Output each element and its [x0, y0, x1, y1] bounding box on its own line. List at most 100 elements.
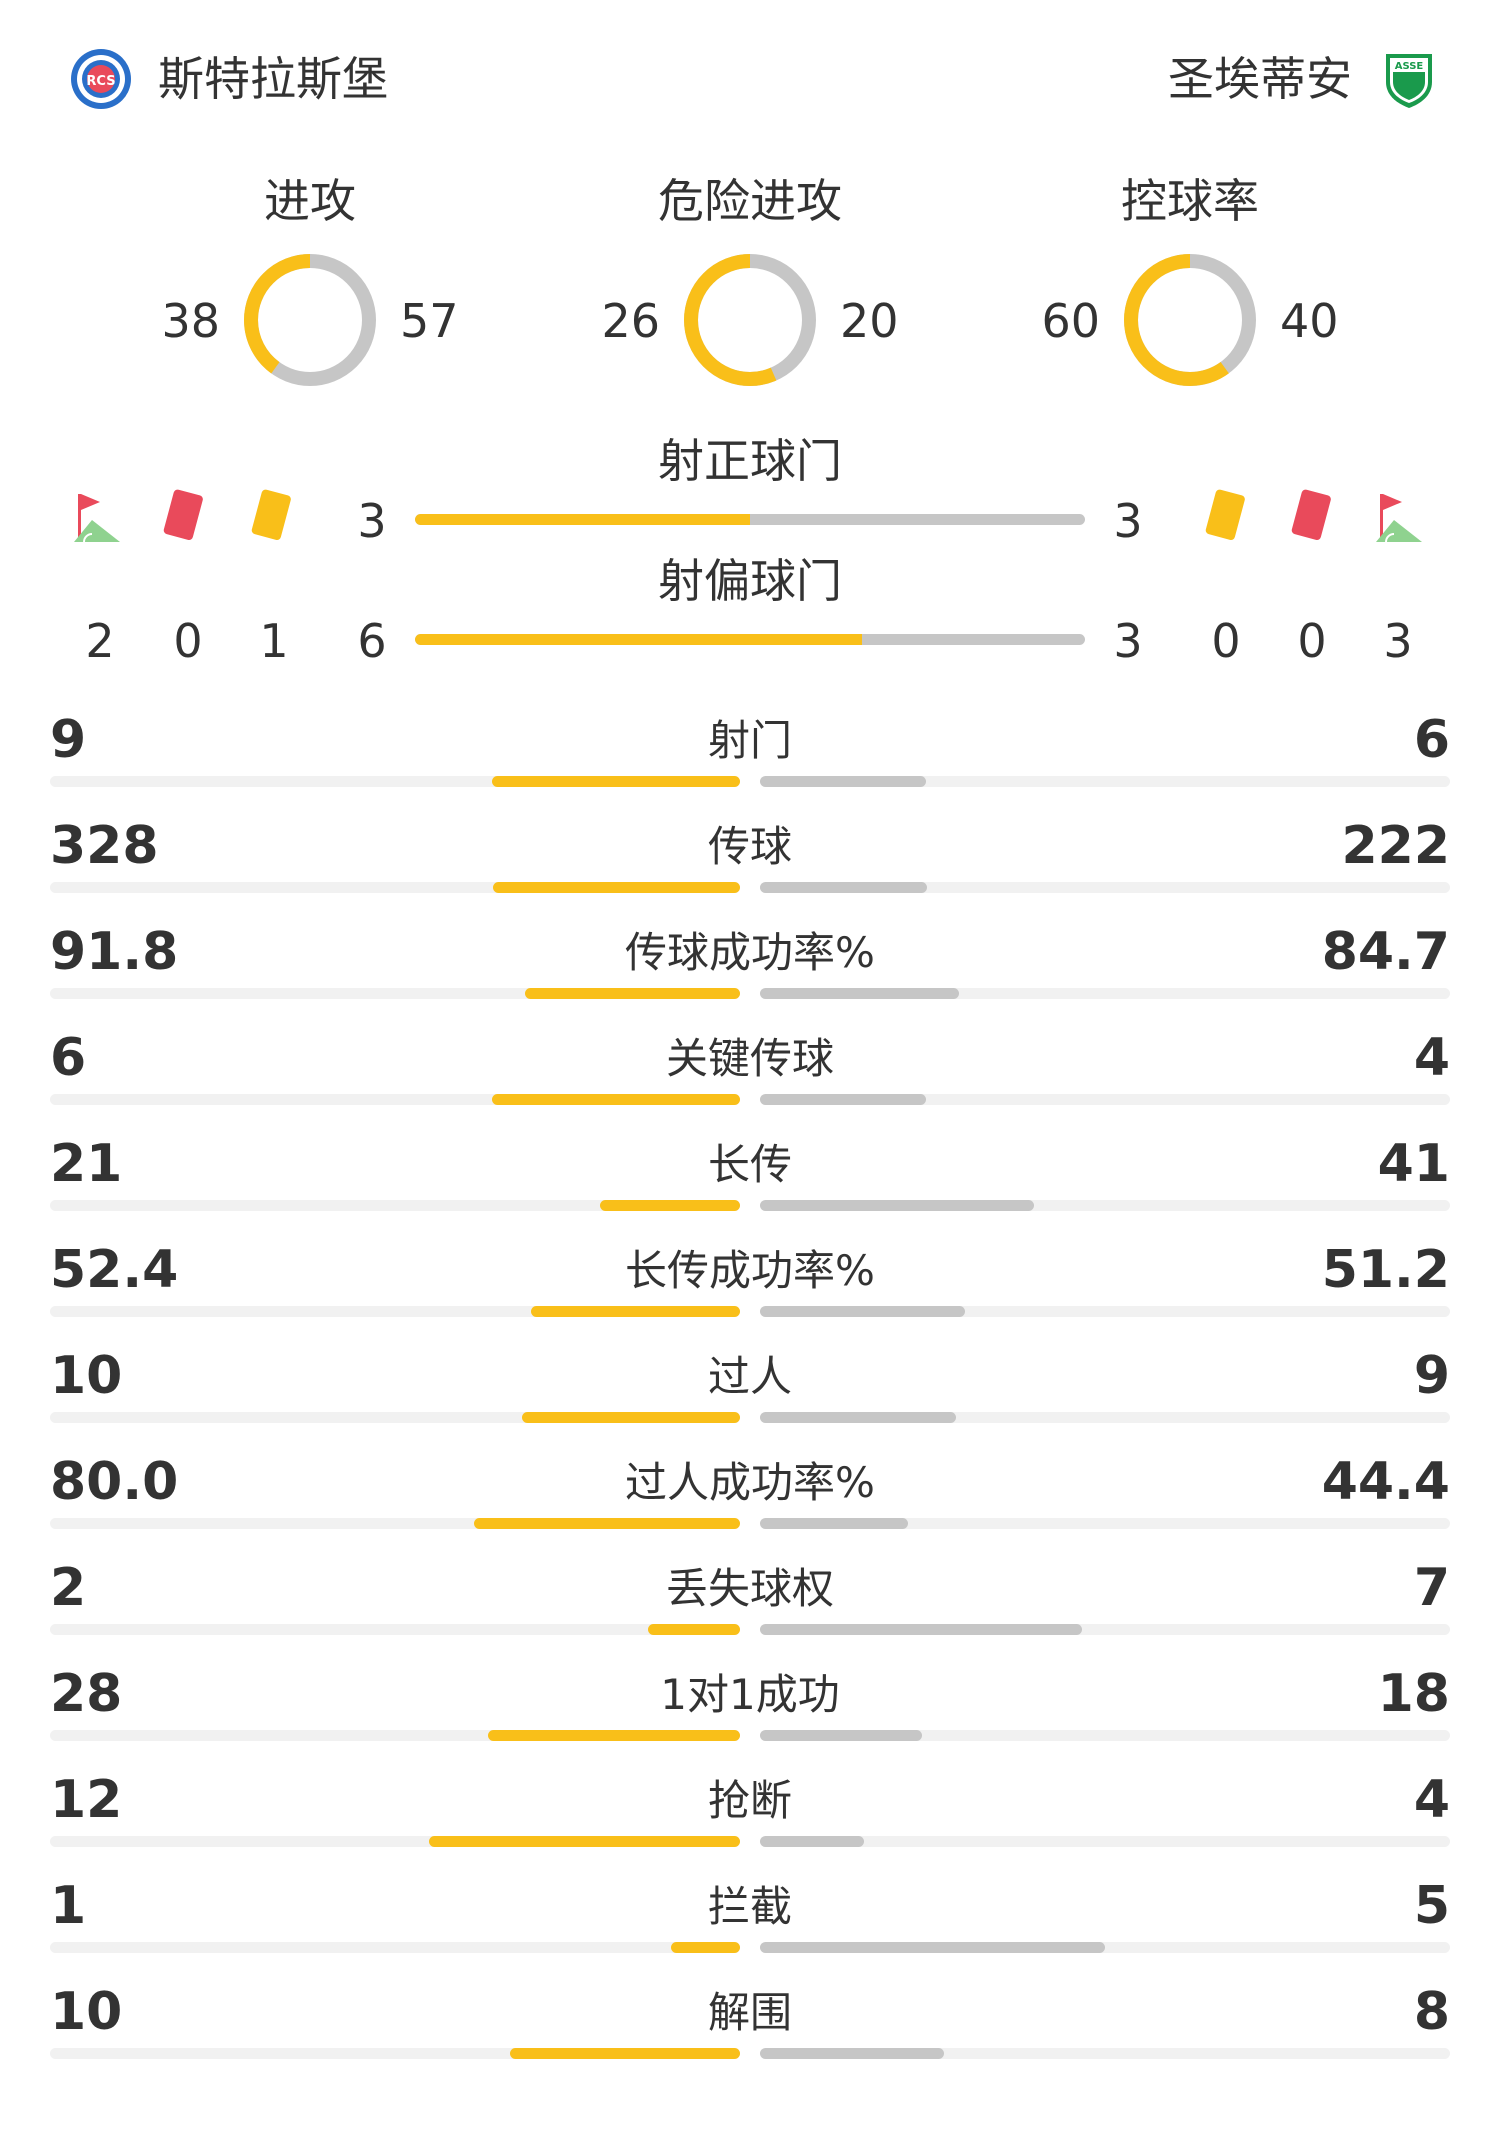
stat-away-fill: [760, 1942, 1105, 1953]
stat-home-track: [50, 1094, 740, 1105]
shots-off-title: 射偏球门: [658, 554, 842, 608]
stat-away-fill: [760, 1306, 965, 1317]
stat-away-value: 9: [1413, 1346, 1450, 1406]
donut-chart: [244, 254, 376, 386]
stat-away-value: 8: [1413, 1982, 1450, 2042]
stat-away-track: [760, 1836, 1450, 1847]
home-corners-value: 2: [85, 614, 115, 668]
stat-home-track: [50, 776, 740, 787]
away-team-name: 圣埃蒂安: [1168, 52, 1352, 106]
shots-on-home-fill: [415, 514, 750, 525]
svg-text:RCS: RCS: [86, 74, 115, 89]
shots-off-away-value: 3: [1113, 614, 1143, 668]
stat-away-track: [760, 1094, 1450, 1105]
stat-home-fill: [600, 1200, 740, 1211]
stat-away-track: [760, 1942, 1450, 1953]
stat-row: 52.4 长传成功率% 51.2: [50, 1234, 1450, 1340]
stat-label: 传球: [707, 822, 792, 871]
donut-away-value: 57: [400, 294, 459, 348]
away-corners-value: 3: [1383, 614, 1413, 668]
home-team-name: 斯特拉斯堡: [158, 52, 388, 106]
shots-on-title: 射正球门: [658, 434, 842, 488]
stat-away-track: [760, 776, 1450, 787]
stat-away-fill: [760, 882, 927, 893]
shots-on-bar: [415, 514, 1085, 525]
stat-home-value: 12: [50, 1770, 123, 1830]
stat-label: 长传: [707, 1140, 792, 1189]
away-yellow-cards-value: 0: [1211, 614, 1241, 668]
away-red-card-icon: [1291, 489, 1331, 540]
stat-home-track: [50, 1518, 740, 1529]
stat-away-value: 41: [1377, 1134, 1450, 1194]
donut-away-value: 20: [840, 294, 899, 348]
away-team-logo-icon: ASSE: [1386, 54, 1432, 108]
stat-away-value: 18: [1377, 1664, 1450, 1724]
stat-home-fill: [474, 1518, 740, 1529]
shots-off-home-value: 6: [357, 614, 387, 668]
stat-home-track: [50, 1730, 740, 1741]
stat-home-fill: [531, 1306, 740, 1317]
stat-away-track: [760, 1306, 1450, 1317]
stat-away-track: [760, 1624, 1450, 1635]
stat-away-fill: [760, 1730, 922, 1741]
home-team-header[interactable]: RCS 斯特拉斯堡: [70, 44, 388, 114]
stat-home-track: [50, 1836, 740, 1847]
stat-home-fill: [492, 1094, 740, 1105]
stat-home-value: 9: [50, 710, 87, 770]
stat-row: 28 1对1成功 18: [50, 1658, 1450, 1764]
donut-chart: [1124, 254, 1256, 386]
stat-away-value: 44.4: [1321, 1452, 1450, 1512]
stat-away-track: [760, 988, 1450, 999]
shots-off-home-fill: [415, 634, 862, 645]
donut-home-value: 38: [161, 294, 220, 348]
away-corner-flag-icon: [1376, 494, 1422, 543]
stat-label: 过人成功率%: [625, 1458, 875, 1507]
away-yellow-card-icon: [1205, 489, 1245, 540]
stat-home-value: 80.0: [50, 1452, 179, 1512]
stat-away-fill: [760, 1094, 926, 1105]
stat-home-fill: [429, 1836, 740, 1847]
stat-home-fill: [493, 882, 740, 893]
away-team-header[interactable]: 圣埃蒂安 ASSE: [1168, 44, 1440, 114]
stat-home-value: 6: [50, 1028, 87, 1088]
donut-title: 进攻: [264, 174, 356, 228]
stat-row: 9 射门 6: [50, 704, 1450, 810]
stat-home-value: 10: [50, 1346, 123, 1406]
stat-home-fill: [510, 2048, 740, 2059]
stat-away-value: 222: [1341, 816, 1450, 876]
stat-label: 拦截: [707, 1882, 792, 1931]
donut-title: 危险进攻: [658, 174, 842, 228]
stat-home-fill: [525, 988, 740, 999]
stat-away-track: [760, 1730, 1450, 1741]
home-yellow-card-icon: [251, 489, 291, 540]
stat-row: 10 解围 8: [50, 1976, 1450, 2082]
stat-row: 328 传球 222: [50, 810, 1450, 916]
home-red-card-icon: [163, 489, 203, 540]
stat-home-fill: [671, 1942, 740, 1953]
donut-title: 控球率: [1121, 174, 1259, 228]
stat-label: 传球成功率%: [625, 928, 875, 977]
stat-away-value: 84.7: [1321, 922, 1450, 982]
donut-home-arc: [244, 254, 376, 386]
stat-away-track: [760, 1412, 1450, 1423]
stat-away-value: 5: [1413, 1876, 1450, 1936]
shots-on-away-value: 3: [1113, 494, 1143, 548]
stat-row: 80.0 过人成功率% 44.4: [50, 1446, 1450, 1552]
stat-row: 2 丢失球权 7: [50, 1552, 1450, 1658]
svg-text:ASSE: ASSE: [1395, 61, 1424, 72]
stat-home-track: [50, 2048, 740, 2059]
stat-home-value: 1: [50, 1876, 87, 1936]
stat-home-fill: [648, 1624, 740, 1635]
stat-home-track: [50, 1306, 740, 1317]
stat-home-fill: [522, 1412, 740, 1423]
stat-home-track: [50, 1200, 740, 1211]
stat-away-fill: [760, 1200, 1034, 1211]
away-red-cards-value: 0: [1297, 614, 1327, 668]
stat-home-track: [50, 1624, 740, 1635]
stat-home-value: 91.8: [50, 922, 179, 982]
stat-home-value: 28: [50, 1664, 123, 1724]
donut-home-arc: [1124, 254, 1256, 386]
stat-home-track: [50, 1942, 740, 1953]
home-yellow-cards-value: 1: [259, 614, 289, 668]
stat-row: 91.8 传球成功率% 84.7: [50, 916, 1450, 1022]
